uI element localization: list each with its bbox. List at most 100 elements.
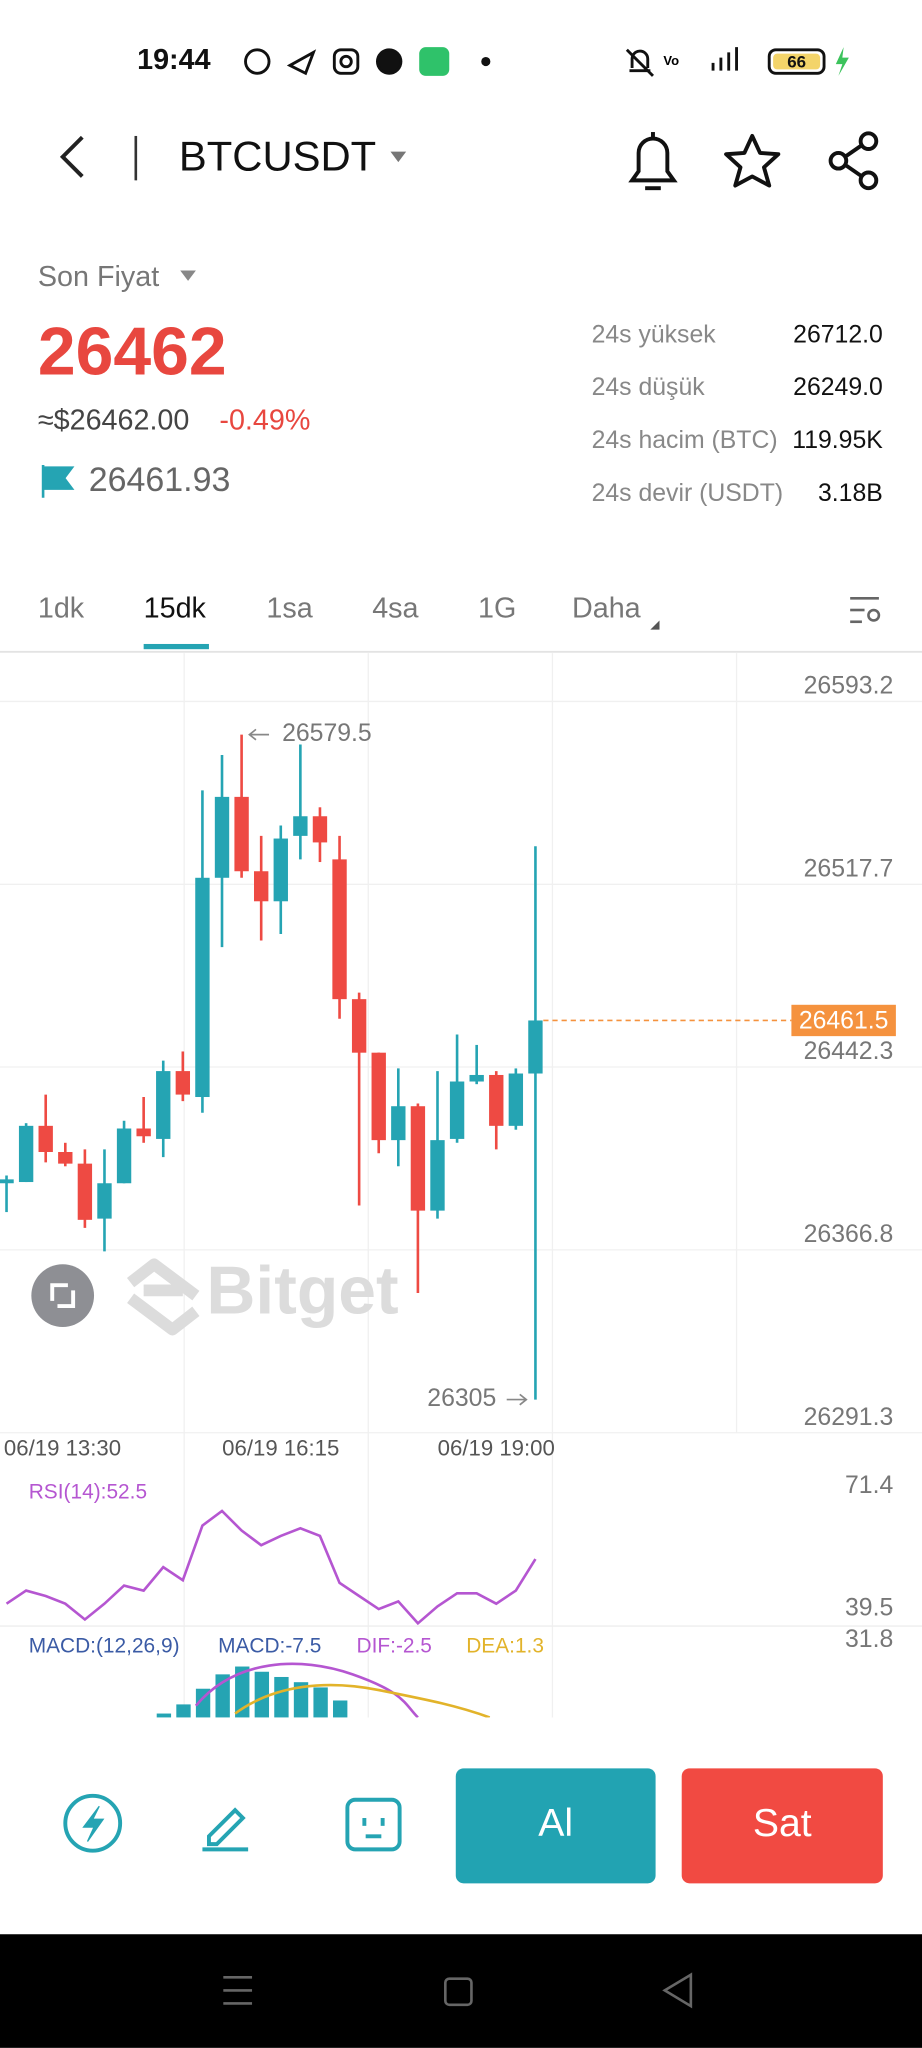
share-button[interactable] [828,131,879,191]
buy-button[interactable] [455,1768,656,1884]
price-dropdown[interactable] [180,270,196,281]
candle-body [116,1128,132,1184]
y-tick-label: 26366.8 [804,1221,894,1248]
current-price-tag [791,1004,896,1037]
macd-tick-label: 31.8 [845,1626,893,1653]
candle-body [156,1071,171,1139]
sell-button[interactable] [681,1768,883,1884]
high-arrow [248,728,270,741]
candle-body [273,838,288,902]
price-change: -0.49% [219,405,310,437]
candle-body [469,1074,484,1082]
rsi-label: RSI(14):52.5 [29,1480,147,1503]
watermark-text: Bitget [206,1254,398,1329]
stat-label: 24s düşük [592,374,706,401]
interval-tab[interactable]: 1sa [266,593,312,625]
rsi-line [5,1509,537,1626]
interval-tab[interactable]: 15dk [144,593,207,625]
x-tick-label: 06/19 19:00 [438,1436,555,1461]
nav-bar [0,1934,922,2048]
interval-tab[interactable]: 1G [478,593,516,625]
vertical-grid [183,653,738,1718]
candle-body [97,1183,112,1219]
volte: Vo [663,53,679,68]
stat-value: 26249.0 [793,374,883,401]
candle-body [410,1106,426,1211]
x-tick-label: 06/19 13:30 [4,1436,121,1461]
y-tick-label: 26593.2 [804,673,894,700]
candle-body [214,796,230,878]
y-tick-label: 26442.3 [804,1038,894,1065]
y-tick-label: 26291.3 [804,1404,894,1431]
candle-body [77,1163,93,1220]
mark-price: 26461.93 [89,461,231,499]
candle-body [195,877,210,1098]
current-price-label: 26461.5 [799,1007,889,1034]
status-time: 19:44 [137,44,210,76]
candle-body [0,1179,14,1184]
stat-value: 3.18B [818,480,883,507]
candle-body [136,1128,151,1137]
bot-button[interactable] [345,1797,402,1852]
mark-flag [41,465,75,498]
more-dropdown[interactable] [650,620,660,630]
symbol-dropdown[interactable] [390,151,407,163]
symbol[interactable]: BTCUSDT [179,133,376,180]
fullscreen-button[interactable] [31,1264,95,1327]
candle-body [351,999,367,1053]
candle-body [371,1052,386,1141]
quick-trade-button[interactable] [63,1793,123,1853]
interval-tab[interactable]: 4sa [372,593,418,625]
status-icons [244,47,849,77]
rsi-tick-label: 71.4 [845,1472,893,1499]
low-arrow [506,1393,528,1406]
stat-label: 24s hacim (BTC) [592,427,778,454]
macd-label: DIF:-2.5 [357,1634,432,1657]
candle-body [528,1020,543,1074]
macd-label: MACD:-7.5 [218,1634,321,1657]
candle-body [449,1081,465,1139]
watermark-logo [126,1258,200,1336]
x-tick-label: 06/19 16:15 [222,1436,339,1461]
candle-body [430,1140,445,1211]
last-price: 26462 [38,315,227,390]
candle-body [293,816,308,836]
macd-label: DEA:1.3 [466,1634,544,1657]
buy-label: Al [538,1802,573,1845]
high-label: 26579.5 [282,720,372,747]
candle-body [254,871,269,902]
chart-settings[interactable] [850,596,881,624]
bell-button[interactable] [628,132,678,191]
low-label: 26305 [427,1385,496,1412]
stat-label: 24s devir (USDT) [592,480,784,507]
interval-tab[interactable]: 1dk [38,593,85,625]
stat-value: 119.95K [792,427,883,454]
interval-tab[interactable]: Daha [572,593,641,625]
stat-value: 26712.0 [793,321,883,348]
candle-body [58,1152,73,1164]
usd-price: ≈$26462.00 [38,405,190,437]
back-button[interactable] [59,135,84,178]
nav-icons[interactable] [223,1972,693,2009]
candle-body [312,816,328,843]
macd-dea-line [234,1683,491,1719]
active-tab-indicator [143,643,209,650]
candle-body [332,859,347,1000]
candle-body [175,1071,191,1095]
macd-dif-line [194,1662,419,1719]
candle-body [234,796,249,872]
candle-body [489,1074,504,1126]
rsi-tick-label: 39.5 [845,1595,893,1622]
stat-label: 24s yüksek [592,321,717,348]
sell-label: Sat [753,1802,812,1845]
fullscreen-icon [50,1283,76,1309]
y-tick-label: 26517.7 [804,856,894,883]
draw-button[interactable] [202,1807,249,1852]
favorite-button[interactable] [724,133,781,188]
candle-body [508,1073,524,1126]
candle-body [18,1125,34,1183]
battery-level: 66 [787,52,806,71]
candle-body [391,1106,406,1141]
macd-histogram [156,1666,348,1718]
